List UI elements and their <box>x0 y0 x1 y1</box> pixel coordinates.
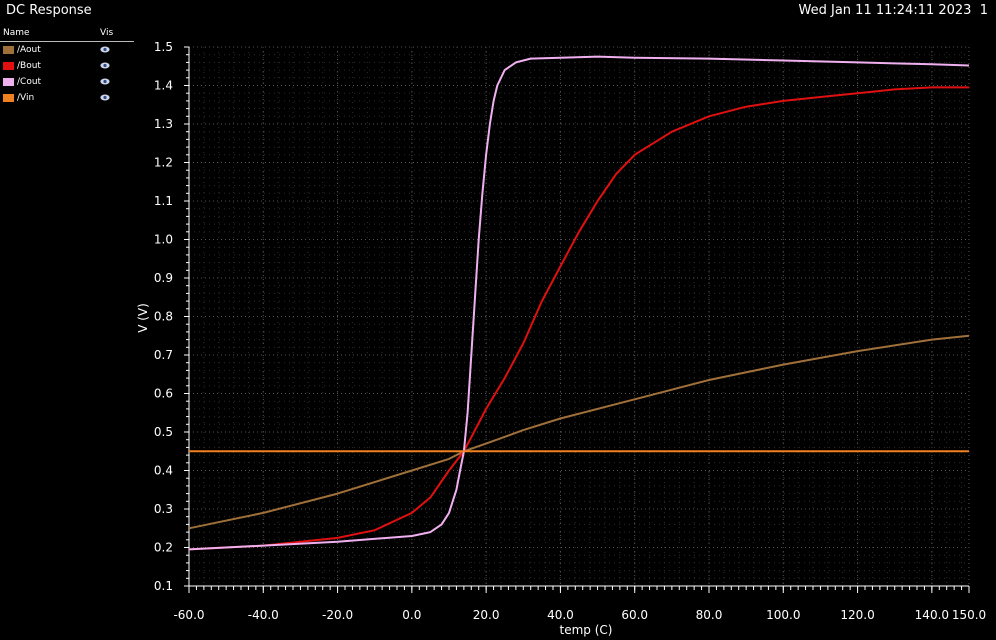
legend-panel: Name Vis /Aout /Bout /Cout /Vin <box>0 24 134 106</box>
x-tick-label: 150.0 <box>952 608 986 622</box>
grid <box>188 46 970 587</box>
legend-item-aout[interactable]: /Aout <box>0 42 134 58</box>
eye-icon[interactable] <box>100 78 110 85</box>
x-tick-label: 100.0 <box>766 608 800 622</box>
x-tick-label: -40.0 <box>248 608 279 622</box>
legend-label: /Aout <box>17 45 41 55</box>
series-line-aout[interactable] <box>188 334 970 530</box>
eye-icon[interactable] <box>100 46 110 53</box>
series-line-bout[interactable] <box>188 86 969 551</box>
y-tick-label: 1.0 <box>154 233 173 247</box>
y-tick-label: 1.3 <box>154 117 173 131</box>
legend-swatch <box>3 78 14 86</box>
y-tick-label: 1.2 <box>154 156 173 170</box>
y-tick-label: 0.5 <box>154 425 173 439</box>
y-axis-label: V (V) <box>136 303 150 333</box>
y-tick-label: 0.8 <box>154 310 173 324</box>
timestamp: Wed Jan 11 11:24:11 2023 1 <box>798 3 988 18</box>
vis-column-header: Vis <box>100 28 114 38</box>
legend-label: /Bout <box>17 61 41 71</box>
x-tick-label: -60.0 <box>173 608 204 622</box>
legend-item-bout[interactable]: /Bout <box>0 58 134 74</box>
legend-swatch <box>3 94 14 102</box>
x-tick-label: 120.0 <box>840 608 874 622</box>
series-layer <box>188 55 970 551</box>
legend-label: /Vin <box>17 93 35 103</box>
series-line-cout[interactable] <box>188 55 970 551</box>
legend-swatch <box>3 62 14 70</box>
eye-icon[interactable] <box>100 62 110 69</box>
x-tick-label: 80.0 <box>696 608 723 622</box>
y-tick-label: 0.6 <box>154 387 173 401</box>
y-tick-label: 0.2 <box>154 541 173 555</box>
legend-label: /Cout <box>17 77 42 87</box>
y-tick-label: 1.4 <box>154 79 173 93</box>
name-column-header: Name <box>3 28 30 38</box>
window-title: DC Response <box>6 3 92 18</box>
y-tick-label: 0.3 <box>154 502 173 516</box>
y-tick-label: 0.4 <box>154 464 173 478</box>
y-tick-label: 0.1 <box>154 579 173 593</box>
legend-swatch <box>3 46 14 54</box>
x-tick-label: 140.0 <box>915 608 949 622</box>
eye-icon[interactable] <box>100 94 110 101</box>
x-tick-label: 0.0 <box>402 608 421 622</box>
y-tick-label: 0.7 <box>154 348 173 362</box>
x-tick-label: 40.0 <box>547 608 574 622</box>
legend-item-vin[interactable]: /Vin <box>0 90 134 106</box>
y-tick-label: 1.5 <box>154 40 173 54</box>
legend-item-cout[interactable]: /Cout <box>0 74 134 90</box>
y-tick-label: 1.1 <box>154 194 173 208</box>
x-tick-label: 60.0 <box>621 608 648 622</box>
y-tick-label: 0.9 <box>154 271 173 285</box>
legend-header: Name Vis <box>0 24 134 42</box>
x-tick-label: 20.0 <box>473 608 500 622</box>
x-tick-label: -20.0 <box>322 608 353 622</box>
x-axis-label: temp (C) <box>560 623 613 637</box>
axes: 0.1 0.2 0.3 0.4 0.5 0.6 0.7 0.8 0.9 1.0 1.1 1.2 1.3 1… <box>154 40 986 622</box>
